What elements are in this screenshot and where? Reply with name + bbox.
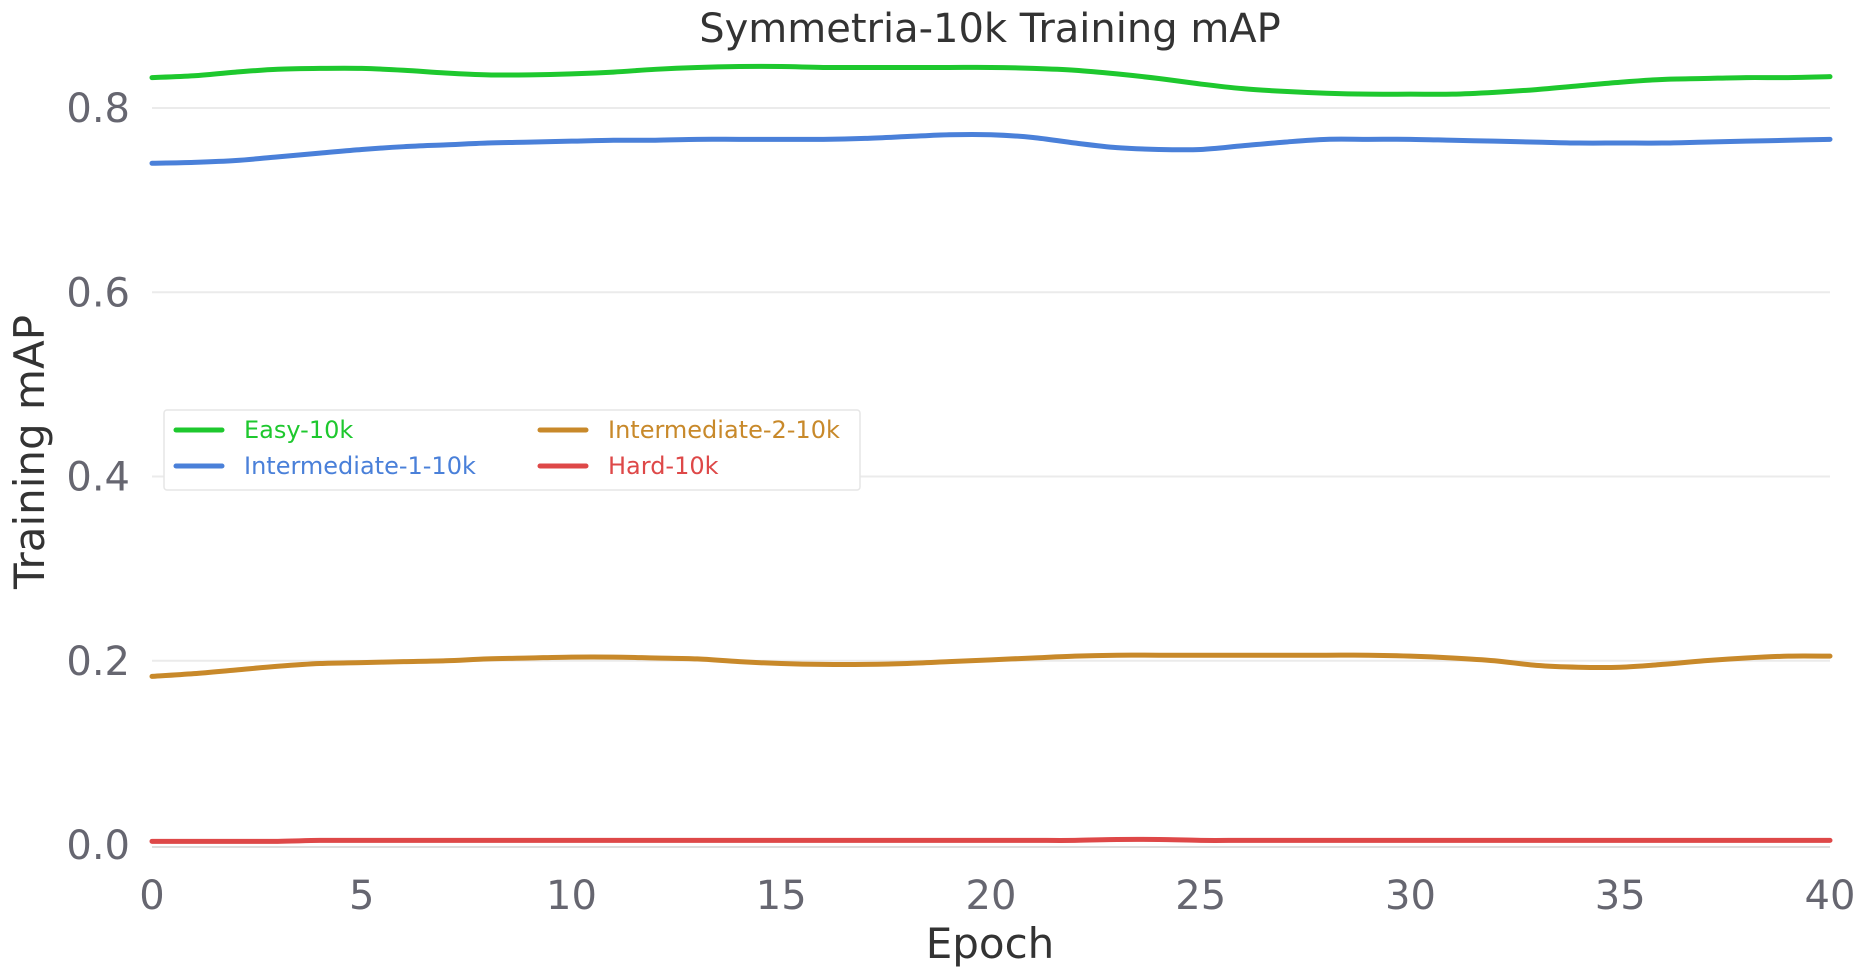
x-tick-label: 5 (349, 873, 374, 919)
grid-layer (152, 107, 1830, 662)
legend-label-hard-10k: Hard-10k (608, 452, 719, 480)
legend-box (163, 409, 861, 491)
x-tick-label: 30 (1385, 873, 1436, 919)
y-tick-label: 0.2 (66, 639, 130, 685)
x-tick-label: 20 (966, 873, 1017, 919)
series-line-hard-10k (149, 836, 1833, 844)
tick-layer: 0.0 0.2 0.4 0.6 0.8 0 5 10 15 20 25 30 35 40 (66, 86, 1855, 919)
x-tick-label: 25 (1175, 873, 1226, 919)
legend-label-easy-10k: Easy-10k (244, 416, 353, 444)
x-tick-label: 40 (1805, 873, 1856, 919)
y-tick-label: 0.4 (66, 455, 130, 501)
y-tick-label: 0.0 (66, 823, 130, 869)
x-tick-label: 0 (139, 873, 164, 919)
x-tick-label: 35 (1595, 873, 1646, 919)
series-line-intermediate-1-10k (149, 131, 1833, 166)
legend: Easy-10k Intermediate-1-10k Intermediate-2… (163, 409, 861, 491)
y-axis-label: Training mAP (5, 315, 54, 590)
series-layer (149, 63, 1833, 844)
y-tick-label: 0.8 (66, 86, 130, 132)
y-tick-label: 0.6 (66, 270, 130, 316)
x-tick-label: 10 (546, 873, 597, 919)
series-line-intermediate-2-10k (149, 652, 1833, 679)
x-axis-label: Epoch (926, 919, 1055, 968)
x-tick-label: 15 (756, 873, 807, 919)
chart-title: Symmetria-10k Training mAP (699, 6, 1281, 52)
legend-label-intermediate-1-10k: Intermediate-1-10k (244, 452, 476, 480)
series-line-easy-10k (149, 63, 1833, 97)
legend-label-intermediate-2-10k: Intermediate-2-10k (608, 416, 840, 444)
